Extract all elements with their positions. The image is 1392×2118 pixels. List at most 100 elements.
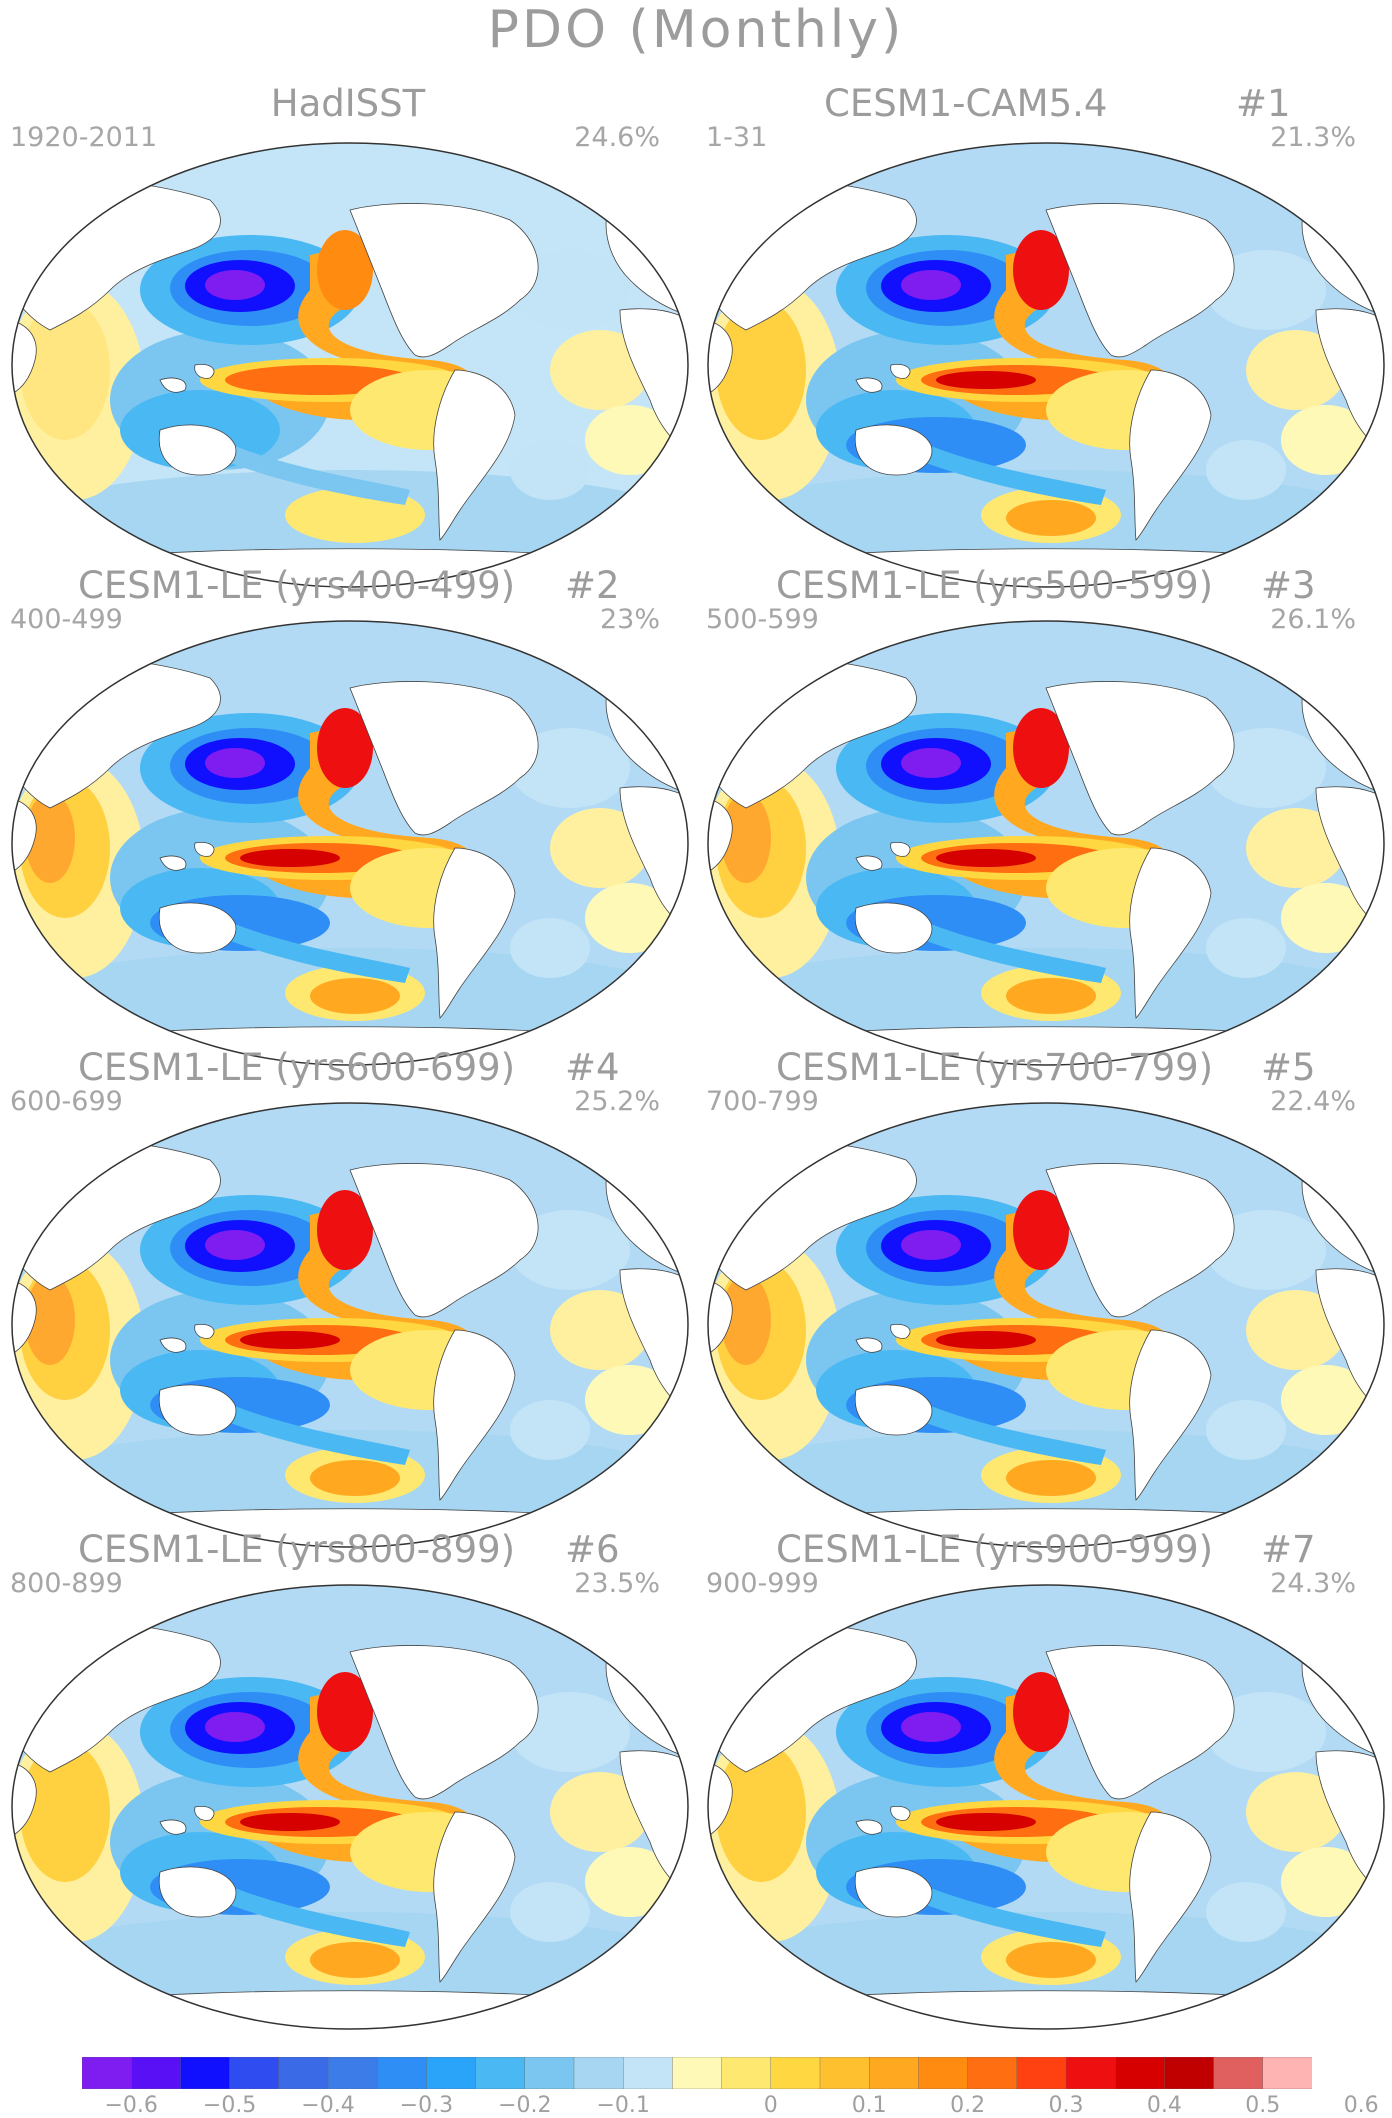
colorbar-swatch xyxy=(869,2057,920,2089)
land-mass xyxy=(159,377,187,393)
sst-anomaly-contour xyxy=(205,748,265,778)
land-mass xyxy=(349,1163,539,1318)
sst-anomaly-contour xyxy=(310,1460,400,1496)
land-mass xyxy=(1045,681,1235,836)
panel-number: #4 xyxy=(565,1046,620,1089)
sst-anomaly-contour xyxy=(1246,1772,1346,1852)
map-panel: CESM1-LE (yrs400-499) #2 400-499 23% xyxy=(0,560,696,1080)
sst-anomaly-contour xyxy=(510,1400,590,1460)
land-mass xyxy=(890,1805,911,1821)
colorbar-swatch xyxy=(1164,2057,1215,2089)
land-mass xyxy=(1045,1163,1235,1318)
panel-years: 500-599 xyxy=(706,604,819,635)
panel-years: 1920-2011 xyxy=(10,122,158,153)
land-mass xyxy=(158,1866,237,1918)
sst-anomaly-contour xyxy=(317,1190,373,1270)
map-panel: CESM1-LE (yrs600-699) #4 600-699 25.2% xyxy=(0,1042,696,1562)
sst-anomaly-contour xyxy=(25,793,75,883)
land-mass xyxy=(890,363,911,379)
sst-anomaly-contour xyxy=(1013,1672,1069,1752)
colorbar-swatch xyxy=(770,2057,821,2089)
colorbar-swatch xyxy=(819,2057,870,2089)
panel-number: #6 xyxy=(565,1528,620,1571)
land-mass xyxy=(194,1805,215,1821)
sst-anomaly-contour xyxy=(240,849,340,867)
sst-anomaly-contour xyxy=(901,270,961,300)
sst-anomaly-contour xyxy=(1206,250,1326,330)
sst-anomaly-contour xyxy=(20,300,110,440)
panel-percent-variance: 21.3% xyxy=(1270,122,1356,153)
land-mass xyxy=(12,319,37,396)
sst-anomaly-contour xyxy=(550,330,650,410)
sst-anomaly-contour xyxy=(1006,1460,1096,1496)
land-mass xyxy=(855,1337,883,1353)
colorbar-swatch xyxy=(1262,2057,1312,2089)
map-panel: CESM1-LE (yrs500-599) #3 500-599 26.1% xyxy=(696,560,1392,1080)
land-mass xyxy=(158,1384,237,1436)
land-mass xyxy=(194,841,215,857)
sst-anomaly-contour xyxy=(205,270,265,300)
colorbar-tick-label: −0.3 xyxy=(399,2093,454,2118)
colorbar-swatch xyxy=(721,2057,772,2089)
land-mass xyxy=(433,369,516,541)
sst-anomaly-contour xyxy=(510,1210,630,1290)
land-mass xyxy=(433,847,516,1019)
land-mass xyxy=(349,681,539,836)
map-panel: CESM1-CAM5.4 #1 1-31 21.3% xyxy=(696,78,1392,598)
sst-anomaly-contour xyxy=(936,849,1036,867)
sst-anomaly-contour xyxy=(1281,1365,1371,1435)
colorbar-tick-label: 0 xyxy=(763,2093,778,2118)
land-mass xyxy=(12,1279,37,1356)
land-mass xyxy=(12,797,37,874)
sst-anomaly-contour xyxy=(1013,230,1069,310)
panel-years: 800-899 xyxy=(10,1568,123,1599)
sst-anomaly-contour xyxy=(310,500,400,536)
world-map xyxy=(11,1584,689,2030)
sst-anomaly-contour xyxy=(317,1672,373,1752)
sst-anomaly-contour xyxy=(510,250,630,330)
world-map xyxy=(11,142,689,588)
land-mass xyxy=(1129,1329,1212,1501)
land-mass xyxy=(349,203,539,358)
land-mass xyxy=(1045,203,1235,358)
panel-years: 1-31 xyxy=(706,122,768,153)
land-mass xyxy=(433,1329,516,1501)
land-mass xyxy=(854,424,933,476)
land-mass xyxy=(890,841,911,857)
figure-title: PDO (Monthly) xyxy=(487,0,905,60)
map-panel: CESM1-LE (yrs800-899) #6 800-899 23.5% xyxy=(0,1524,696,2044)
land-mass xyxy=(708,319,733,396)
land-mass xyxy=(765,1990,1327,2029)
colorbar-swatch xyxy=(1213,2057,1264,2089)
land-mass xyxy=(159,1337,187,1353)
land-mass xyxy=(12,1761,37,1838)
sst-anomaly-contour xyxy=(510,1692,630,1772)
globe-outline xyxy=(11,1102,689,1548)
sst-anomaly-contour xyxy=(721,1275,771,1365)
land-mass xyxy=(1045,1645,1235,1800)
colorbar-tick-label: −0.2 xyxy=(498,2093,552,2118)
colorbar-swatch xyxy=(672,2057,723,2089)
colorbar-tick-label: 0.1 xyxy=(851,2093,887,2118)
sst-anomaly-contour xyxy=(240,1331,340,1349)
panel-title: CESM1-LE (yrs400-499) xyxy=(78,564,516,607)
colorbar-swatch xyxy=(327,2057,378,2089)
panel-title: CESM1-LE (yrs600-699) xyxy=(78,1046,516,1089)
globe-outline xyxy=(707,1584,1385,2030)
sst-anomaly-contour xyxy=(721,793,771,883)
sst-anomaly-contour xyxy=(1206,440,1286,500)
land-mass xyxy=(1129,1811,1212,1983)
colorbar-swatch xyxy=(82,2057,132,2089)
sst-anomaly-contour xyxy=(1206,918,1286,978)
land-mass xyxy=(855,1819,883,1835)
sst-anomaly-contour xyxy=(716,300,806,440)
land-mass xyxy=(854,1384,933,1436)
colorbar-swatch xyxy=(426,2057,477,2089)
sst-anomaly-contour xyxy=(901,748,961,778)
world-map xyxy=(707,1584,1385,2030)
sst-anomaly-contour xyxy=(317,230,373,310)
colorbar-tick-label: −0.5 xyxy=(202,2093,257,2118)
land-mass xyxy=(158,902,237,954)
panel-percent-variance: 24.6% xyxy=(574,122,660,153)
panel-title: CESM1-LE (yrs900-999) xyxy=(776,1528,1214,1571)
